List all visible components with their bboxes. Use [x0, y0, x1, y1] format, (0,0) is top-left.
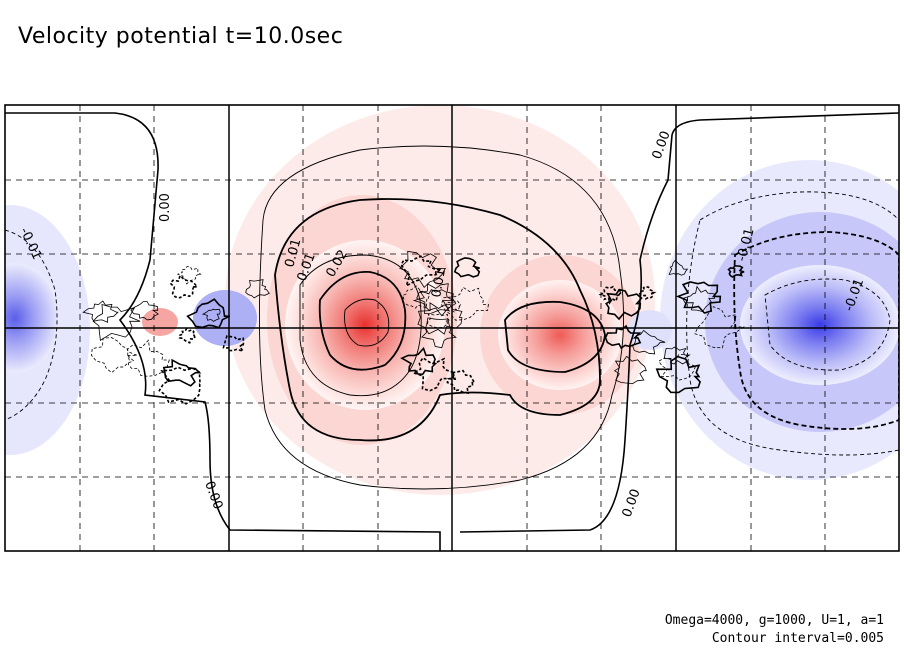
noise-contour-4 — [162, 358, 202, 387]
contour-neg-east-01 — [733, 231, 899, 430]
noise-contour-23 — [446, 369, 476, 395]
noise-contour-35 — [598, 285, 624, 305]
equatorial-noise-contours — [82, 250, 746, 405]
contour-pos-02 — [318, 271, 407, 371]
contour-pos-015 — [299, 254, 422, 397]
noise-contour-38 — [638, 285, 657, 301]
noise-contour-6 — [222, 334, 245, 353]
contour-label-1: 0.00 — [158, 193, 173, 222]
noise-contour-32 — [655, 355, 702, 394]
noise-contour-8 — [82, 300, 119, 323]
noise-contour-22 — [427, 313, 451, 329]
noise-contour-12 — [201, 308, 221, 322]
noise-contour-11 — [130, 301, 159, 321]
noise-contour-39 — [675, 281, 722, 314]
noise-contour-30 — [632, 329, 666, 355]
contour-neg-east-02 — [764, 278, 891, 371]
noise-contour-5 — [176, 266, 202, 285]
contour-pos-east-01 — [504, 300, 606, 373]
zero-contour-west — [5, 112, 441, 551]
noise-contour-13 — [169, 274, 199, 299]
noise-contour-40 — [668, 259, 689, 276]
noise-contour-36 — [727, 264, 745, 278]
negative-center-2 — [5, 263, 60, 373]
noise-contour-20 — [440, 286, 489, 321]
noise-contour-1 — [92, 303, 141, 341]
noise-contour-9 — [245, 279, 270, 299]
noise-contour-26 — [412, 289, 455, 314]
major-grid — [5, 105, 899, 551]
noise-contour-0 — [178, 327, 196, 344]
contour-label-9: 0.01 — [429, 268, 449, 299]
positive-small-core — [142, 308, 178, 336]
noise-contour-37 — [604, 324, 642, 350]
contour-pos-005 — [258, 145, 625, 490]
noise-contour-33 — [694, 306, 746, 349]
positive-center-2 — [498, 280, 622, 390]
noise-contour-31 — [663, 346, 691, 365]
plot-frame — [4, 104, 900, 552]
noise-contour-29 — [682, 285, 716, 313]
contour-pos-03 — [344, 298, 390, 347]
noise-contour-34 — [658, 354, 696, 381]
noise-contour-28 — [605, 288, 643, 321]
contour-label-6: 0.01 — [282, 237, 304, 269]
noise-contour-24 — [411, 356, 457, 392]
noise-contour-3 — [127, 339, 170, 377]
noise-contour-19 — [400, 255, 442, 288]
contour-label-3: 0.00 — [201, 479, 225, 511]
noise-contour-25 — [421, 317, 457, 349]
contour-label-4: 0.00 — [620, 487, 644, 519]
noise-contour-21 — [453, 257, 481, 278]
contour-interval-note: Contour interval=0.005 — [711, 631, 884, 646]
parameters-note: Omega=4000, g=1000, U=1, a=1 — [664, 613, 884, 628]
noise-contour-7 — [158, 366, 201, 405]
contour-pos-01 — [274, 198, 601, 442]
noise-contour-41 — [613, 355, 647, 385]
contour-neg-east-005 — [686, 191, 899, 456]
noise-contour-18 — [400, 346, 438, 376]
noise-contour-10 — [91, 337, 138, 374]
negative-center-1 — [740, 265, 899, 385]
chart-title: Velocity potential t=10.0sec — [18, 24, 344, 49]
positive-center-1 — [285, 240, 445, 410]
